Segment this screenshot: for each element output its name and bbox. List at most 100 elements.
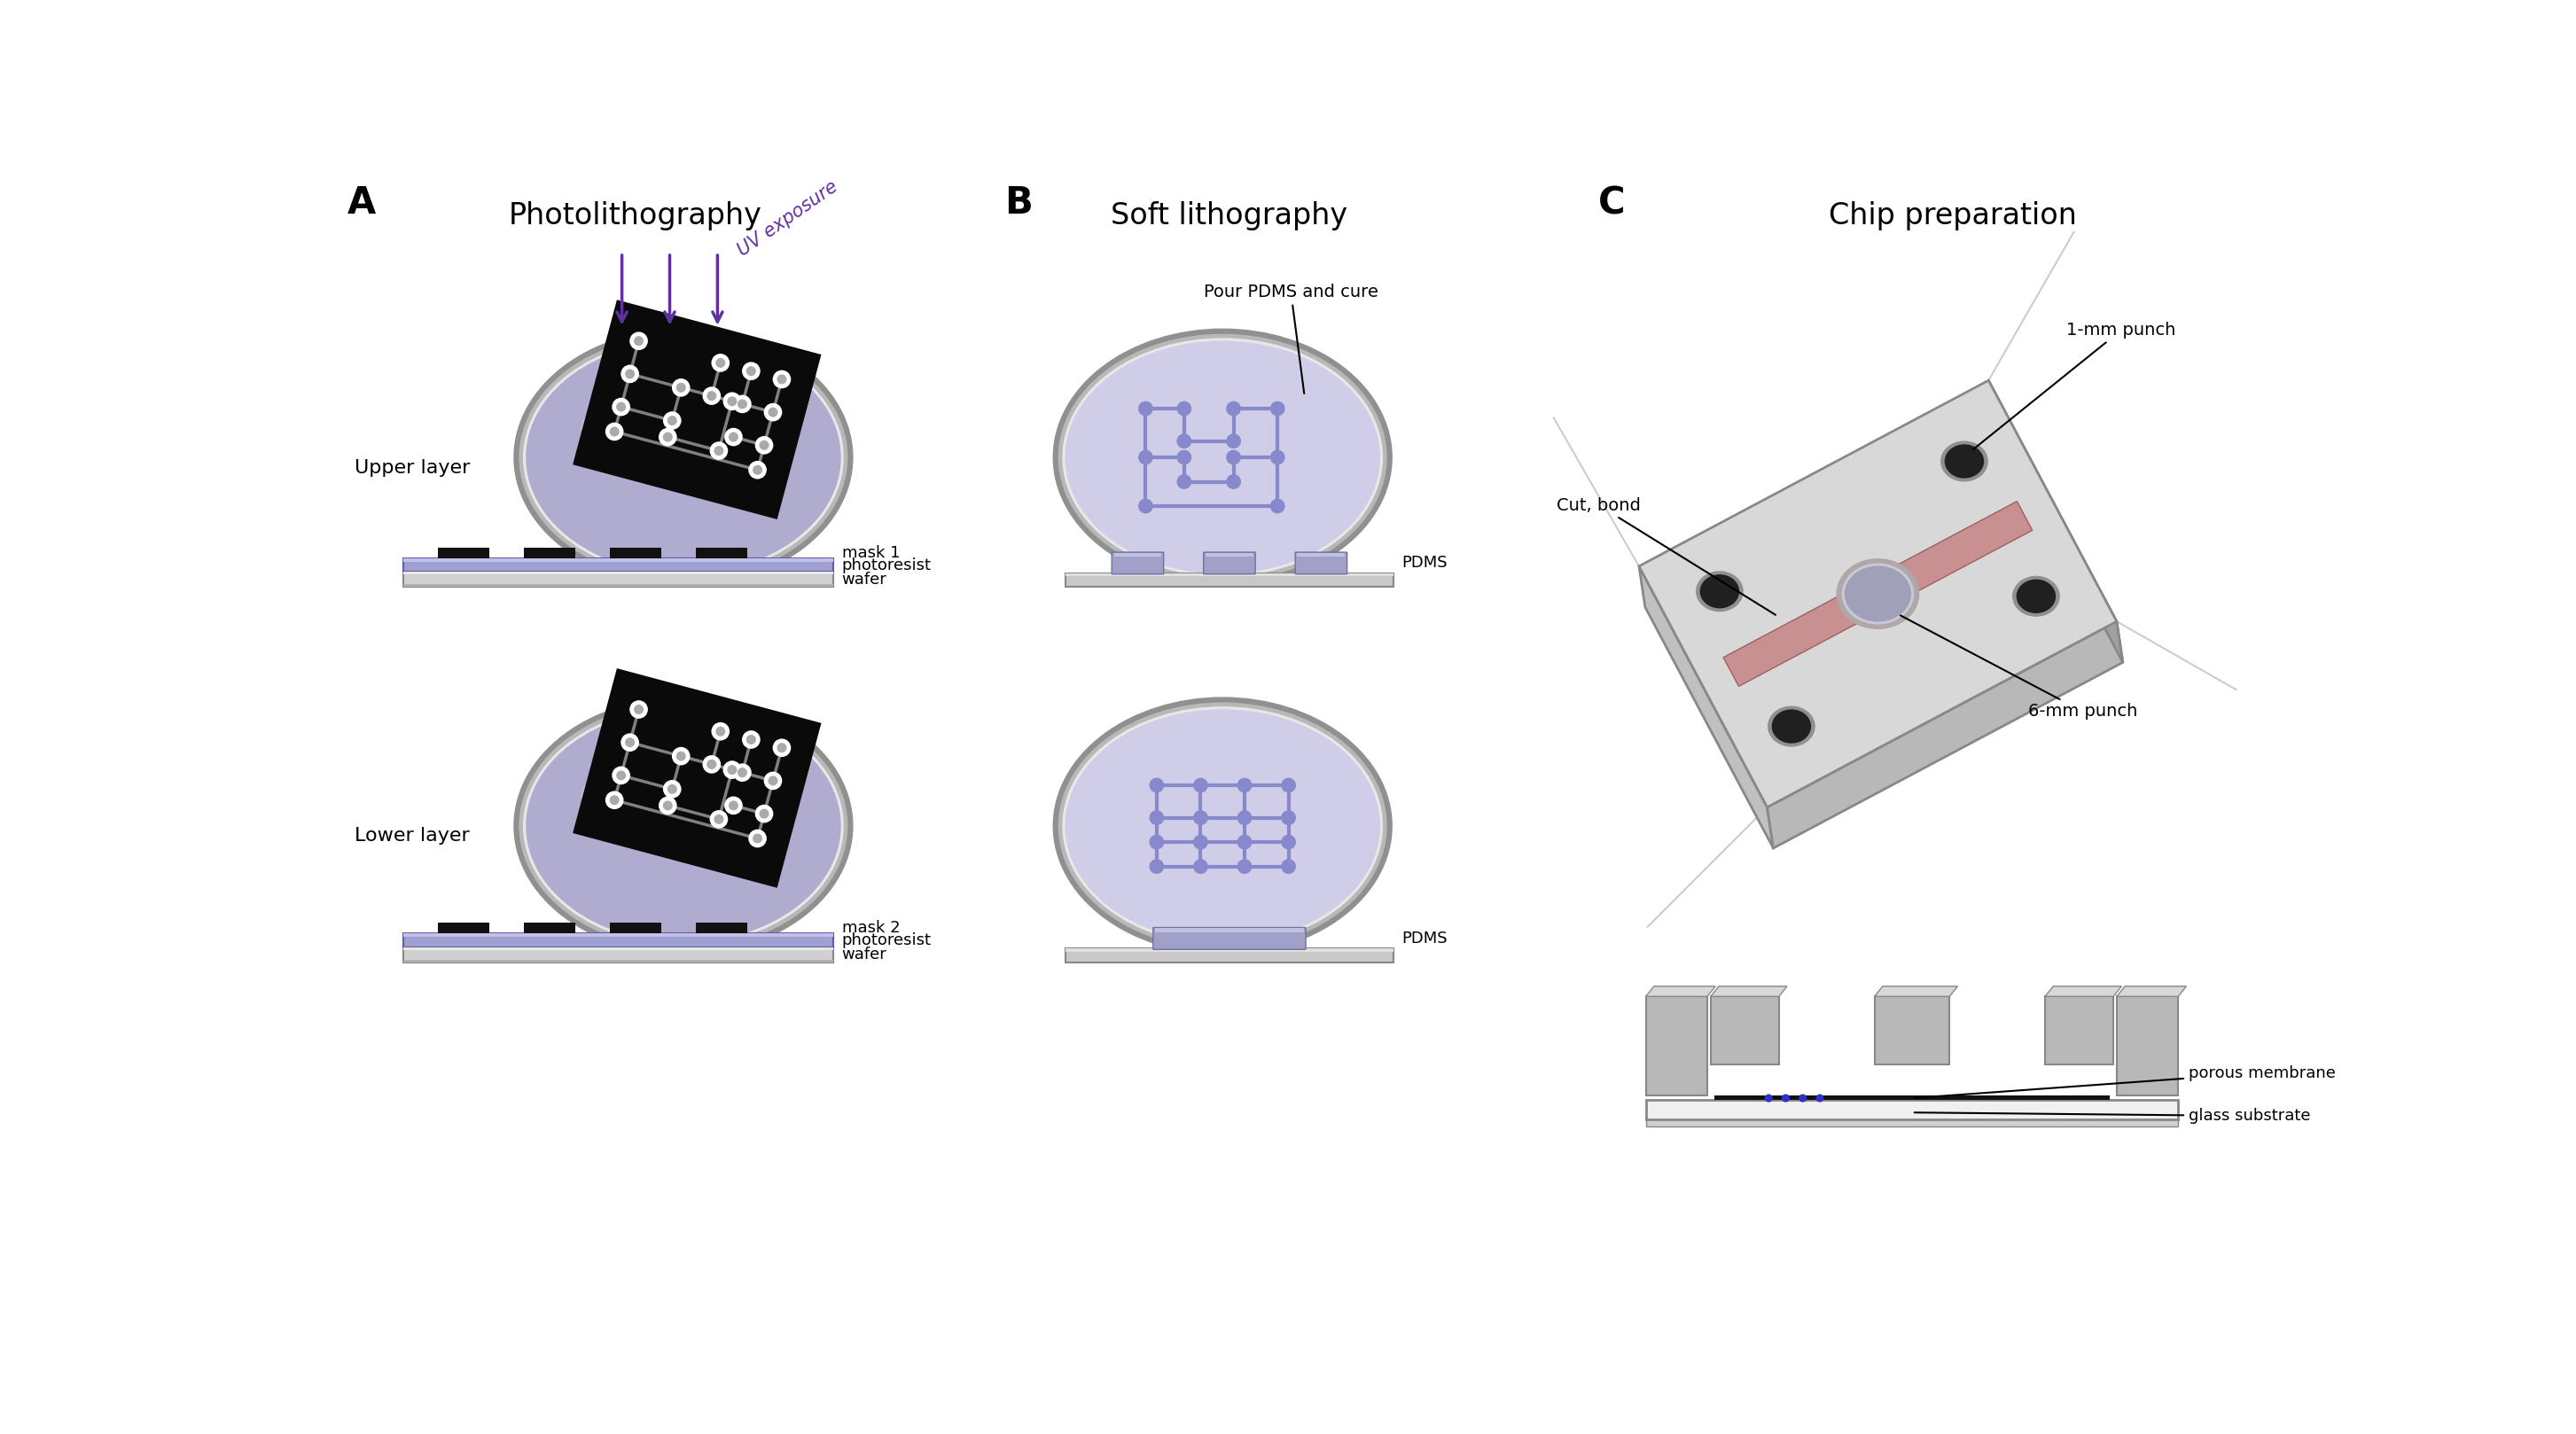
Polygon shape [572, 668, 822, 888]
Polygon shape [1710, 987, 1788, 997]
Circle shape [750, 462, 765, 479]
Circle shape [739, 769, 747, 777]
Circle shape [665, 780, 680, 797]
Bar [1298, 554, 1345, 556]
Circle shape [729, 766, 737, 774]
Circle shape [631, 701, 647, 718]
Circle shape [755, 806, 773, 822]
Circle shape [1226, 450, 1242, 465]
Circle shape [1193, 835, 1208, 849]
Circle shape [708, 760, 716, 769]
Text: Cut, bond: Cut, bond [1556, 498, 1775, 615]
Ellipse shape [526, 710, 840, 942]
Bar [438, 548, 489, 558]
Circle shape [1283, 779, 1296, 792]
Bar [1113, 554, 1162, 556]
Circle shape [1236, 835, 1252, 849]
Ellipse shape [1066, 341, 1381, 574]
Circle shape [1193, 810, 1208, 825]
FancyBboxPatch shape [1066, 574, 1394, 587]
FancyBboxPatch shape [1203, 552, 1255, 574]
Circle shape [665, 433, 672, 442]
Bar [404, 584, 835, 587]
Bar [404, 948, 835, 951]
Text: PDMS: PDMS [1401, 931, 1448, 946]
Circle shape [616, 771, 626, 780]
Text: UV exposure: UV exposure [734, 178, 842, 260]
Circle shape [605, 423, 623, 440]
Circle shape [739, 400, 747, 409]
FancyBboxPatch shape [1646, 997, 1708, 1096]
Circle shape [714, 815, 724, 823]
Circle shape [778, 744, 786, 751]
Circle shape [672, 379, 690, 396]
Ellipse shape [520, 703, 848, 949]
Bar [1713, 1096, 2110, 1100]
Circle shape [1139, 450, 1151, 465]
Circle shape [611, 427, 618, 436]
Text: photoresist: photoresist [842, 932, 933, 948]
FancyBboxPatch shape [1066, 949, 1394, 962]
FancyBboxPatch shape [404, 934, 835, 948]
FancyBboxPatch shape [1646, 1100, 2179, 1120]
Circle shape [711, 442, 726, 459]
Ellipse shape [2017, 579, 2056, 612]
Circle shape [631, 333, 647, 350]
Circle shape [734, 764, 750, 782]
Text: mask 1: mask 1 [842, 545, 899, 561]
Ellipse shape [1064, 338, 1383, 576]
Circle shape [773, 740, 791, 756]
Text: Photolithography: Photolithography [510, 201, 762, 231]
Circle shape [611, 796, 618, 804]
Ellipse shape [523, 338, 842, 576]
Text: Upper layer: Upper layer [355, 459, 469, 476]
FancyBboxPatch shape [404, 948, 835, 962]
Circle shape [742, 363, 760, 380]
Ellipse shape [582, 761, 739, 832]
Ellipse shape [520, 334, 848, 581]
Bar [404, 959, 835, 962]
Circle shape [1816, 1094, 1824, 1101]
Circle shape [1177, 450, 1190, 465]
FancyBboxPatch shape [1296, 552, 1347, 574]
Circle shape [724, 393, 742, 410]
Polygon shape [572, 300, 822, 519]
Ellipse shape [523, 707, 842, 945]
Circle shape [1765, 1094, 1772, 1101]
Circle shape [1801, 1094, 1806, 1101]
Circle shape [1149, 810, 1164, 825]
Circle shape [626, 739, 634, 747]
Circle shape [729, 397, 737, 406]
Circle shape [708, 391, 716, 400]
Circle shape [1236, 810, 1252, 825]
Text: glass substrate: glass substrate [1914, 1108, 2311, 1124]
Circle shape [760, 440, 768, 449]
Circle shape [714, 446, 724, 455]
Ellipse shape [515, 328, 853, 585]
Polygon shape [2045, 987, 2123, 997]
Polygon shape [1646, 987, 1716, 997]
Ellipse shape [1945, 445, 1984, 478]
Circle shape [729, 433, 737, 442]
Polygon shape [1723, 502, 2032, 687]
Ellipse shape [1942, 442, 1989, 480]
Circle shape [1177, 435, 1190, 447]
Bar [611, 922, 662, 934]
Circle shape [1149, 779, 1164, 792]
Circle shape [613, 767, 629, 784]
Bar [1154, 928, 1303, 932]
Circle shape [724, 761, 742, 779]
Bar [523, 548, 574, 558]
Circle shape [659, 429, 677, 446]
Circle shape [1270, 402, 1285, 416]
Text: 6-mm punch: 6-mm punch [1901, 615, 2138, 720]
Polygon shape [1646, 1120, 2179, 1126]
Ellipse shape [1064, 707, 1383, 945]
Circle shape [1193, 779, 1208, 792]
Circle shape [752, 466, 762, 475]
Circle shape [634, 706, 644, 714]
Text: mask 2: mask 2 [842, 921, 899, 936]
Ellipse shape [1054, 328, 1391, 585]
Circle shape [1139, 402, 1151, 416]
Circle shape [616, 403, 626, 412]
